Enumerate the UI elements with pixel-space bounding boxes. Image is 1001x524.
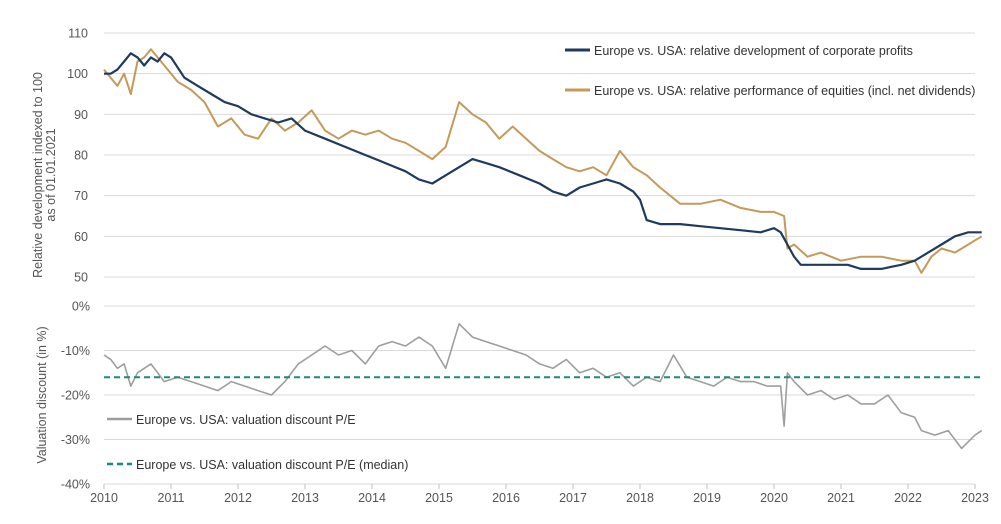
x-tick-label: 2014 (358, 491, 386, 505)
x-tick-label: 2023 (961, 491, 989, 505)
bottom-y-axis-label: Valuation discount (in %) (35, 326, 49, 463)
top-y-tick-label: 90 (74, 108, 88, 122)
legend-label-profits: Europe vs. USA: relative development of … (594, 44, 913, 58)
x-tick-label: 2012 (224, 491, 252, 505)
valuation-discount-line (103, 323, 983, 450)
x-tick-label: 2022 (894, 491, 922, 505)
x-tick-label: 2021 (827, 491, 855, 505)
legend-label-median: Europe vs. USA: valuation discount P/E (… (136, 458, 408, 472)
equities-performance-line (103, 48, 983, 274)
bottom-y-tick-label: 0% (72, 300, 90, 314)
bottom-y-tick-label: -10% (61, 344, 90, 358)
top-y-tick-label: 70 (74, 189, 88, 203)
top-y-axis-label-line2: as of 01.01.2021 (44, 128, 58, 221)
legend-label-discount: Europe vs. USA: valuation discount P/E (136, 413, 356, 427)
x-tick-label: 2017 (559, 491, 587, 505)
x-tick-label: 2015 (425, 491, 453, 505)
bottom-y-tick-label: -30% (61, 433, 90, 447)
legend-label-equities: Europe vs. USA: relative performance of … (594, 84, 975, 98)
top-y-tick-label: 60 (74, 230, 88, 244)
x-tick-label: 2019 (693, 491, 721, 505)
top-y-tick-label: 110 (68, 27, 88, 41)
top-y-tick-label: 80 (74, 149, 88, 163)
top-y-axis-label-line1: Relative development indexed to 100 (31, 72, 45, 278)
x-tick-label: 2010 (90, 491, 118, 505)
x-tick-label: 2018 (626, 491, 654, 505)
x-tick-label: 2020 (760, 491, 788, 505)
x-tick-label: 2013 (291, 491, 319, 505)
bottom-y-tick-label: -40% (61, 478, 90, 492)
top-y-tick-label: 50 (74, 271, 88, 285)
corporate-profits-line (104, 52, 982, 270)
top-y-tick-label: 100 (67, 67, 88, 81)
x-tick-label: 2016 (492, 491, 520, 505)
x-tick-label: 2011 (158, 491, 185, 505)
bottom-y-tick-label: -20% (61, 389, 90, 403)
